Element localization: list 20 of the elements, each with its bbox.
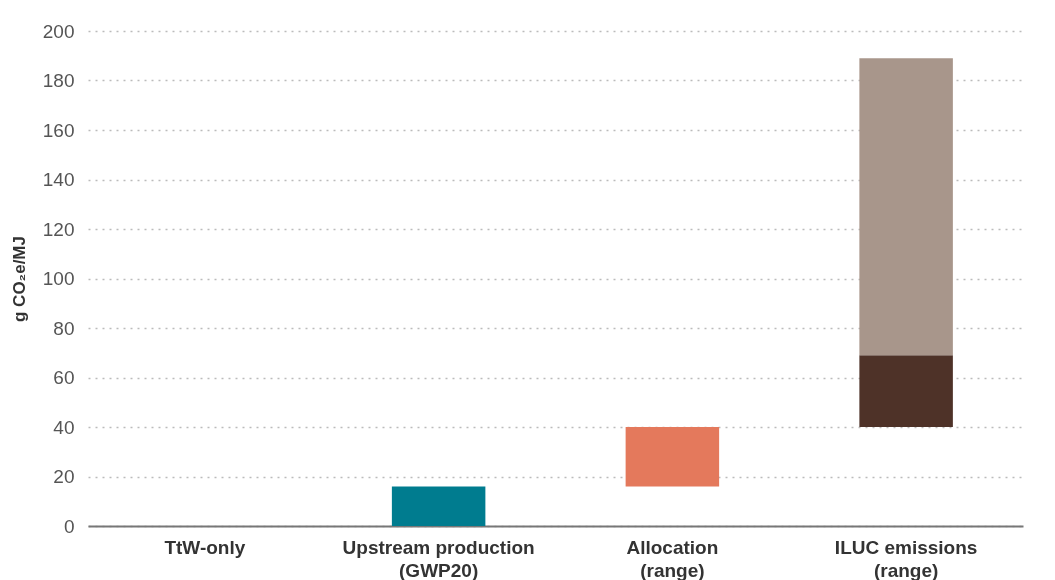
y-tick-label: 140: [42, 169, 75, 190]
x-tick-label: Upstream production (GWP20): [342, 536, 535, 580]
x-tick-label: TtW-only: [164, 536, 246, 558]
bar: [859, 355, 953, 427]
y-tick-label: 0: [63, 515, 75, 537]
x-tick-label: ILUC emissions (range): [834, 536, 978, 580]
y-tick-label: 80: [53, 317, 75, 339]
y-tick-label: 200: [42, 20, 75, 42]
y-tick-label: 20: [53, 466, 75, 487]
bar: [859, 58, 953, 356]
y-tick-label: 100: [42, 268, 75, 289]
y-tick-label: 180: [42, 70, 75, 91]
y-tick-label: 40: [53, 416, 75, 438]
y-tick-label: 60: [53, 367, 75, 388]
bar: [391, 486, 486, 526]
y-tick-label: 160: [42, 119, 75, 141]
bar: [625, 427, 720, 487]
x-tick-label: Allocation (range): [626, 536, 719, 580]
y-axis-title: g CO₂e/MJ: [9, 236, 29, 322]
y-tick-label: 120: [42, 218, 75, 240]
